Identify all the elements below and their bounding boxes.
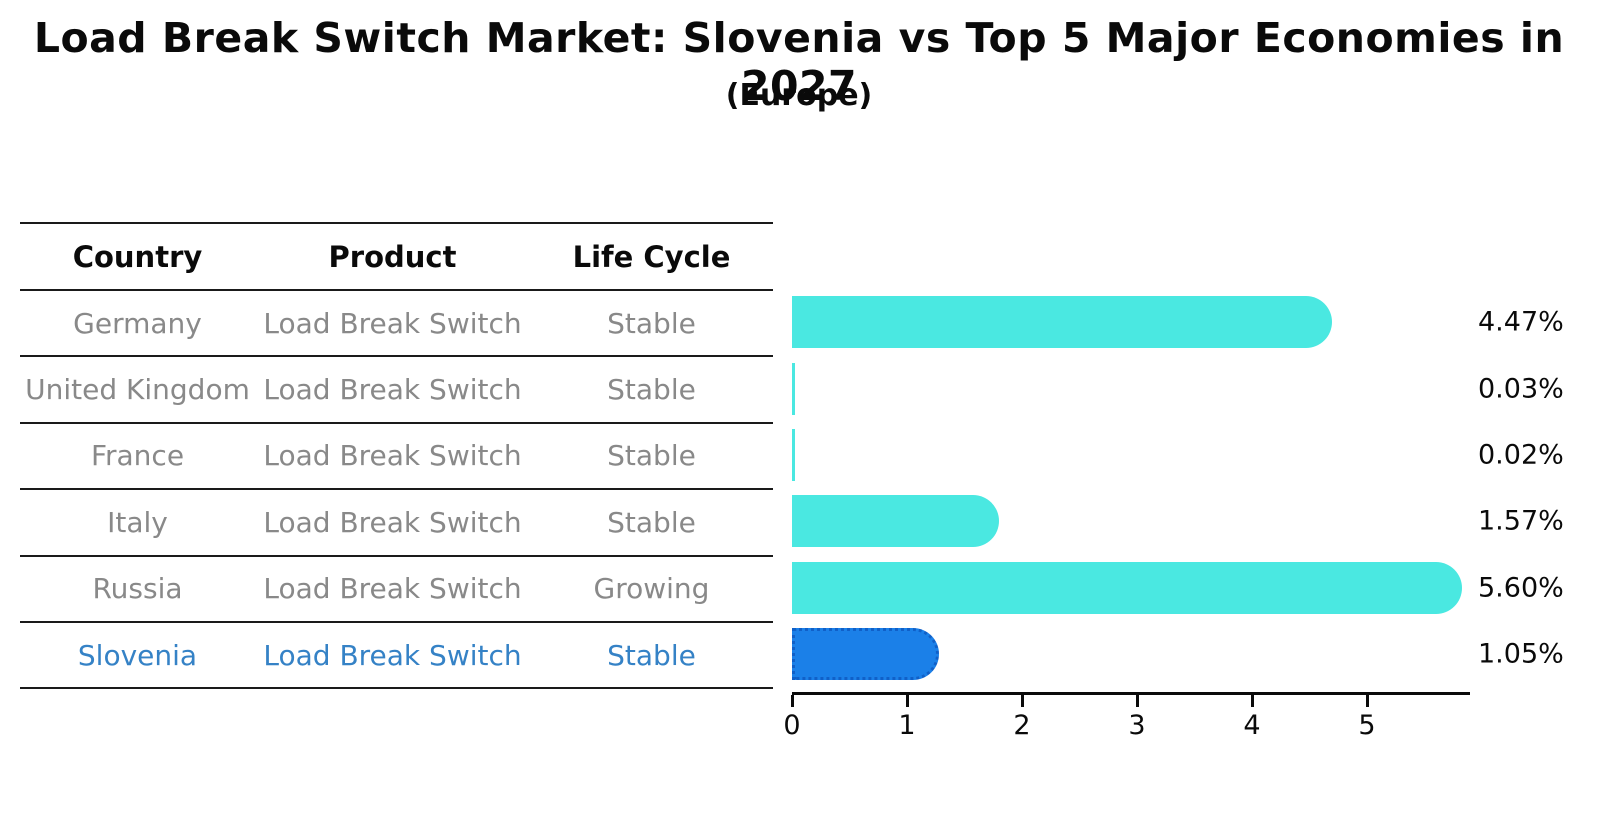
product-cell: Load Break Switch	[263, 373, 522, 407]
column-header-product: Product	[328, 239, 457, 274]
bar-russia	[792, 561, 1462, 614]
lifecycle-cell: Stable	[607, 638, 696, 672]
table-header-row: Country Product Life Cycle	[20, 224, 773, 291]
product-cell: Load Break Switch	[263, 572, 522, 606]
x-axis-tick-label: 3	[1128, 710, 1146, 741]
country-cell: United Kingdom	[25, 373, 250, 407]
product-cell: Load Break Switch	[263, 439, 522, 473]
value-label: 1.05%	[1478, 638, 1564, 670]
x-axis-tick	[791, 695, 794, 707]
x-axis-tick-label: 0	[783, 710, 801, 741]
table-row: Russia Load Break Switch Growing	[20, 557, 773, 623]
bar-united-kingdom	[792, 362, 796, 415]
value-label: 4.47%	[1478, 306, 1564, 338]
bar-france	[792, 429, 795, 481]
x-axis-tick-label: 1	[898, 710, 916, 741]
x-axis-tick	[1366, 695, 1369, 707]
value-label: 0.03%	[1478, 373, 1564, 405]
table-row: Slovenia Load Break Switch Stable	[20, 623, 773, 690]
country-cell: France	[90, 439, 185, 473]
chart-title: Load Break Switch Market: Slovenia vs To…	[33, 14, 1565, 110]
x-axis-tick	[906, 695, 909, 707]
x-axis-tick	[1251, 695, 1254, 707]
x-axis-spine	[792, 692, 1470, 695]
product-cell: Load Break Switch	[263, 505, 522, 539]
lifecycle-cell: Stable	[607, 505, 696, 539]
x-axis-tick-label: 4	[1243, 710, 1261, 741]
column-header-lifecycle: Life Cycle	[572, 239, 731, 274]
bar-italy	[792, 495, 999, 548]
product-cell: Load Break Switch	[263, 638, 522, 672]
country-table: Country Product Life Cycle Germany Load B…	[20, 222, 773, 690]
bar-germany	[792, 296, 1333, 349]
country-cell: Germany	[73, 306, 202, 340]
x-axis-tick-label: 5	[1358, 710, 1376, 741]
value-label: 5.60%	[1478, 572, 1564, 604]
country-cell: Italy	[107, 505, 168, 539]
lifecycle-cell: Stable	[607, 439, 696, 473]
table-row: Germany Load Break Switch Stable	[20, 291, 773, 358]
table-row: France Load Break Switch Stable	[20, 424, 773, 491]
table-row: Italy Load Break Switch Stable	[20, 490, 773, 557]
x-axis-tick	[1136, 695, 1139, 707]
product-cell: Load Break Switch	[263, 306, 522, 340]
bar-slovenia	[792, 628, 939, 681]
lifecycle-cell: Stable	[607, 306, 696, 340]
country-cell: Slovenia	[77, 638, 198, 672]
country-cell: Russia	[92, 572, 183, 606]
chart-subtitle: (Europe)	[725, 78, 873, 113]
value-label: 0.02%	[1478, 439, 1564, 471]
x-axis-tick-label: 2	[1013, 710, 1031, 741]
lifecycle-cell: Stable	[607, 373, 696, 407]
x-axis-tick	[1021, 695, 1024, 707]
column-header-country: Country	[72, 239, 203, 274]
value-label: 1.57%	[1478, 505, 1564, 537]
table-row: United Kingdom Load Break Switch Stable	[20, 357, 773, 424]
lifecycle-cell: Growing	[593, 572, 710, 606]
